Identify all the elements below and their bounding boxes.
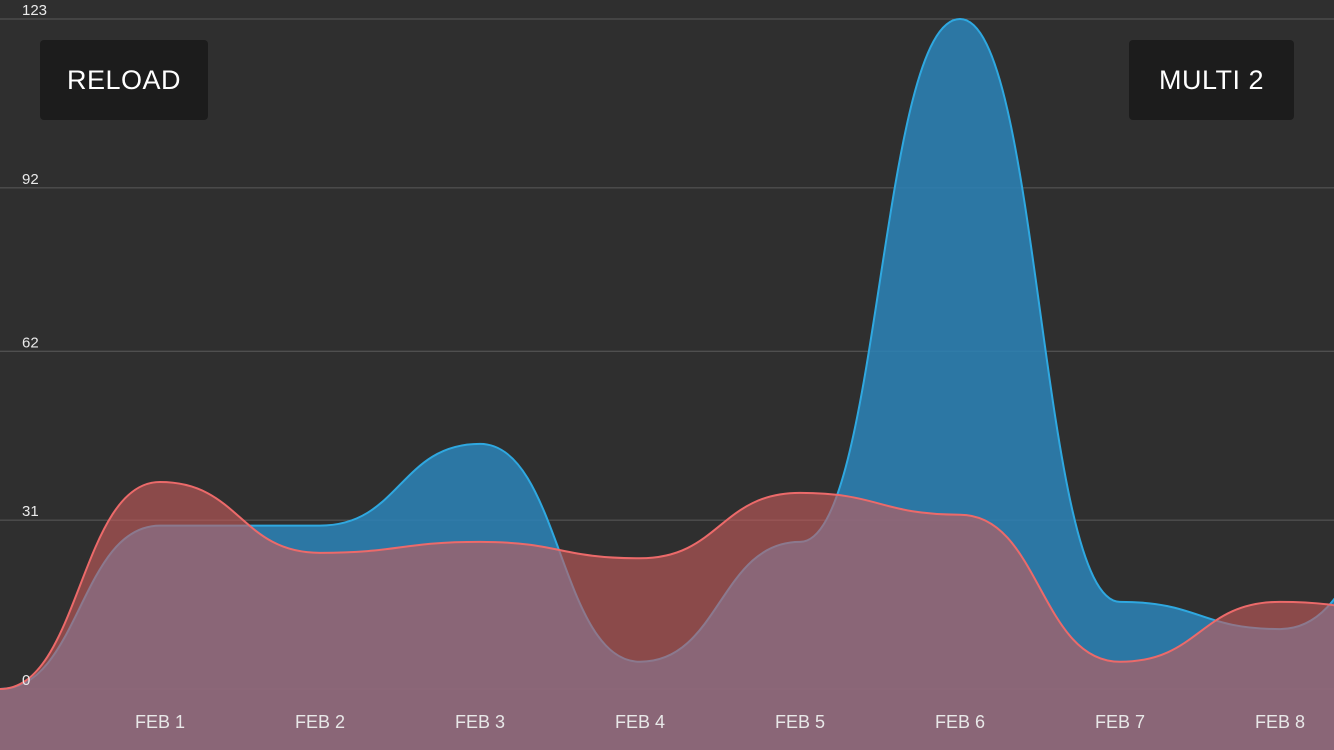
series-red-line xyxy=(0,481,1334,690)
x-tick-label: FEB 6 xyxy=(935,712,985,732)
y-tick-label: 31 xyxy=(22,503,39,520)
x-tick-label: FEB 8 xyxy=(1255,712,1305,732)
axis-labels: 0 31 62 92 123 FEB 1 FEB 2 FEB 3 FEB 4 FEB 5 FEB 6… xyxy=(22,2,1305,732)
x-tick-label: FEB 1 xyxy=(135,712,185,732)
x-tick-label: FEB 7 xyxy=(1095,712,1145,732)
series-layer xyxy=(0,17,1334,750)
y-tick-label: 62 xyxy=(22,334,39,351)
x-tick-label: FEB 3 xyxy=(455,712,505,732)
y-tick-label: 0 xyxy=(22,672,30,689)
y-tick-label: 92 xyxy=(22,171,39,188)
x-tick-label: FEB 4 xyxy=(615,712,665,732)
reload-button[interactable]: RELOAD xyxy=(40,40,208,120)
y-tick-label: 123 xyxy=(22,2,47,19)
x-tick-label: FEB 5 xyxy=(775,712,825,732)
series-red-area xyxy=(0,482,1334,750)
multi-button[interactable]: MULTI 2 xyxy=(1129,40,1294,120)
x-tick-label: FEB 2 xyxy=(295,712,345,732)
